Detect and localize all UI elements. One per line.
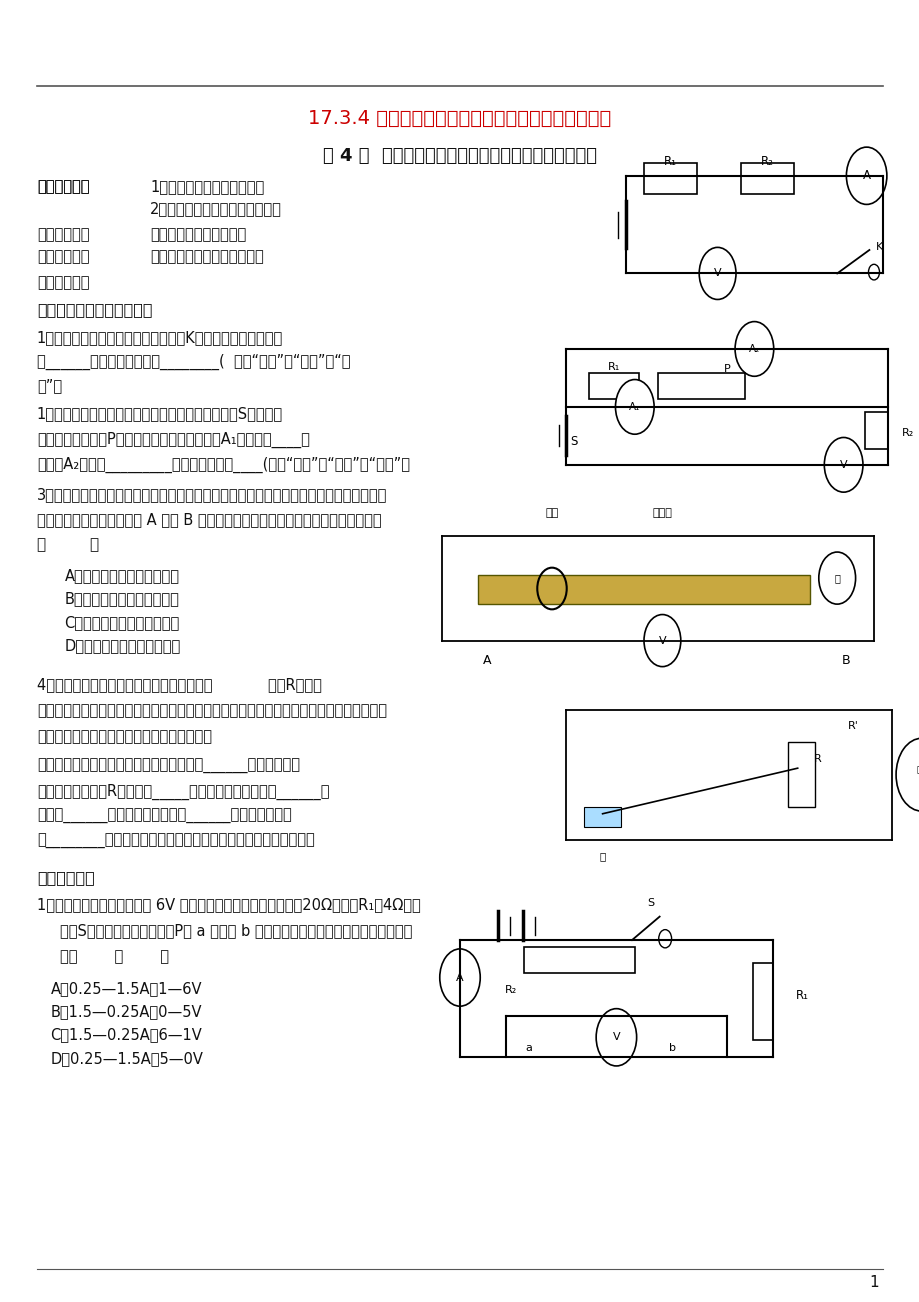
Circle shape xyxy=(439,949,480,1006)
Text: 答：当油筱中放出油来，油面下降，浮板向______移，由于杠杆: 答：当油筱中放出油来，油面下降，浮板向______移，由于杠杆 xyxy=(37,759,300,775)
Text: S: S xyxy=(646,898,653,909)
Text: 长度。开关闭合后，铜环从 A 端向 B 端滑动，电压表示数和小灯泡亮度的变化情况是: 长度。开关闭合后，铜环从 A 端向 B 端滑动，电压表示数和小灯泡亮度的变化情况… xyxy=(37,512,381,527)
Text: D、0.25—1.5A，5—0V: D、0.25—1.5A，5—0V xyxy=(51,1051,203,1066)
Text: 1: 1 xyxy=(868,1275,878,1290)
Text: 量________，所以从油量指针所指的刻度就可以知道油筱内油量。: 量________，所以从油量指针所指的刻度就可以知道油筱内油量。 xyxy=(37,833,314,849)
Text: A、电压表示数变大，灯变亮: A、电压表示数变大，灯变亮 xyxy=(64,568,179,583)
Text: 知道油筱内油面的高度，说明它的工作原理。: 知道油筱内油面的高度，说明它的工作原理。 xyxy=(37,729,211,745)
Text: 能灵活运用欧姆定律知识解题: 能灵活运用欧姆定律知识解题 xyxy=(150,249,264,264)
Text: B: B xyxy=(841,654,850,667)
Circle shape xyxy=(596,1009,636,1066)
Text: S: S xyxy=(570,435,577,448)
Text: 二、变化范围: 二、变化范围 xyxy=(37,870,95,885)
Text: 浮: 浮 xyxy=(599,852,605,862)
Text: R: R xyxy=(812,754,821,764)
Text: R₁: R₁ xyxy=(795,988,808,1001)
Text: 作用，滑动变阵器R的滑片向_____移，接入电路中电阵变______，: 作用，滑动变阵器R的滑片向_____移，接入电路中电阵变______， xyxy=(37,784,329,799)
Text: R₂: R₂ xyxy=(760,155,773,168)
Text: R₁: R₁ xyxy=(607,362,619,372)
Text: K: K xyxy=(875,242,882,253)
Text: V: V xyxy=(839,460,846,470)
Bar xyxy=(657,372,744,398)
Text: A₁: A₁ xyxy=(629,402,640,411)
Text: 1、如右图所示电路中，电源电压保持不变，当开关S闭合后，: 1、如右图所示电路中，电源电压保持不变，当开关S闭合后， xyxy=(37,406,283,422)
Bar xyxy=(643,163,697,194)
Text: 第 4 节  欧姆定律在串、并联电路中的应用复习（二）: 第 4 节 欧姆定律在串、并联电路中的应用复习（二） xyxy=(323,147,596,165)
Circle shape xyxy=(818,552,855,604)
Text: A、0.25—1.5A，1—6V: A、0.25—1.5A，1—6V xyxy=(51,980,202,996)
Text: A₂: A₂ xyxy=(748,344,759,354)
Text: 1、掌握欧姆定律的基础知识: 1、掌握欧姆定律的基础知识 xyxy=(150,178,264,194)
Text: 【学习难点】: 【学习难点】 xyxy=(37,249,89,264)
Bar xyxy=(588,372,639,398)
Text: 灯: 灯 xyxy=(834,573,839,583)
Text: 3、如图所示，用铅笔芯做成一个滑动变阵器，移动左端的铜环可以改变铅笔芯接入电路的: 3、如图所示，用铅笔芯做成一个滑动变阵器，移动左端的铜环可以改变铅笔芯接入电路的 xyxy=(37,487,387,503)
Bar xyxy=(584,807,620,827)
Text: 【学习目标】: 【学习目标】 xyxy=(37,178,89,194)
Bar xyxy=(864,411,887,449)
Circle shape xyxy=(698,247,735,299)
Text: 别是        【        】: 别是 【 】 xyxy=(60,949,168,965)
Text: 变阵器，它的金属片是杠杆的一端，从油量表（由电流表改装而成）指针所指的刻度就可以: 变阵器，它的金属片是杠杆的一端，从油量表（由电流表改装而成）指针所指的刻度就可以 xyxy=(37,703,386,719)
Text: C、电压表示数变小，灯变暗: C、电压表示数变小，灯变暗 xyxy=(64,615,179,630)
Bar xyxy=(787,742,814,807)
Text: 17.3.4 欧姆定律在串、并联电路中的应用复习（二）: 17.3.4 欧姆定律在串、并联电路中的应用复习（二） xyxy=(308,109,611,128)
Circle shape xyxy=(845,147,886,204)
Text: 【达标练习】: 【达标练习】 xyxy=(37,275,89,290)
Text: b: b xyxy=(668,1043,675,1053)
Text: 一、电流表电压表示数变化: 一、电流表电压表示数变化 xyxy=(37,302,153,318)
Text: A: A xyxy=(456,973,463,983)
Text: R₂: R₂ xyxy=(901,428,913,437)
Text: V: V xyxy=(658,635,665,646)
Text: a: a xyxy=(525,1043,532,1053)
Text: A: A xyxy=(482,654,492,667)
Text: 1、在如右上图所示的电路中，将电键K闭合，则安培表的示数: 1、在如右上图所示的电路中，将电键K闭合，则安培表的示数 xyxy=(37,329,283,345)
Text: P: P xyxy=(722,363,730,374)
Text: 开关S闭合滑动变阵器的滑片P从 a 端滑到 b 端时，电流表和电压表的示数变化范围分: 开关S闭合滑动变阵器的滑片P从 a 端滑到 b 端时，电流表和电压表的示数变化范… xyxy=(60,923,412,939)
Text: 滑动变阵器的滑片P向右滑动的过程中，电流表A₁的示数将____，: 滑动变阵器的滑片P向右滑动的过程中，电流表A₁的示数将____， xyxy=(37,432,310,448)
Bar xyxy=(524,947,634,973)
Text: 油量
表: 油量 表 xyxy=(916,766,919,784)
Text: R₂: R₂ xyxy=(504,984,516,995)
Text: V: V xyxy=(612,1032,619,1043)
Circle shape xyxy=(615,379,653,435)
Text: 掌握欧姆定律的基础知识: 掌握欧姆定律的基础知识 xyxy=(150,227,246,242)
Circle shape xyxy=(895,738,919,811)
Text: A: A xyxy=(862,169,869,182)
Text: 1、如图所示，电源电压保持 6V 不变，滑动变阵器的最大阵值为20Ω，电阵R₁为4Ω，当: 1、如图所示，电源电压保持 6V 不变，滑动变阵器的最大阵值为20Ω，电阵R₁为… xyxy=(37,897,420,913)
Text: V: V xyxy=(713,268,720,279)
Text: 【         】: 【 】 xyxy=(37,536,99,552)
Text: 铅笔芯: 铅笔芯 xyxy=(652,508,672,518)
Text: R': R' xyxy=(846,721,857,732)
Text: C、1.5—0.25A，6—1V: C、1.5—0.25A，6—1V xyxy=(51,1027,202,1043)
Text: 将______，伏特表的示数将________(  均填“变大”、“变小”或“不: 将______，伏特表的示数将________( 均填“变大”、“变小”或“不 xyxy=(37,354,350,370)
Bar xyxy=(740,163,793,194)
Circle shape xyxy=(823,437,862,492)
Text: 铜环: 铜环 xyxy=(545,508,558,518)
Circle shape xyxy=(734,322,773,376)
Text: 电流变______，油量表的示数就变______，显示油筱内油: 电流变______，油量表的示数就变______，显示油筱内油 xyxy=(37,809,291,824)
Text: B、电压表示数变大，灯变暗: B、电压表示数变大，灯变暗 xyxy=(64,591,179,607)
Bar xyxy=(752,963,772,1039)
Text: 》学习目标》: 》学习目标》 xyxy=(37,178,89,194)
Text: B、1.5—0.25A，0—5V: B、1.5—0.25A，0—5V xyxy=(51,1004,202,1019)
Text: 4、如图是一种自动测定油筱内油面高度的装            置，R是滑动: 4、如图是一种自动测定油筱内油面高度的装 置，R是滑动 xyxy=(37,677,322,693)
Text: R₁: R₁ xyxy=(664,155,676,168)
Text: D、电压表示数变小，灯变亮: D、电压表示数变小，灯变亮 xyxy=(64,638,180,654)
Circle shape xyxy=(643,615,680,667)
Text: 【学习重点】: 【学习重点】 xyxy=(37,227,89,242)
Text: 2、能灵活运用欧姆定律知识解题: 2、能灵活运用欧姆定律知识解题 xyxy=(150,201,281,216)
Bar xyxy=(478,575,809,604)
Text: 变”）: 变”） xyxy=(37,378,62,393)
Text: 电流表A₂示数将_________，电压表示数将____(均填“变大”、“变小”或“不变”）: 电流表A₂示数将_________，电压表示数将____(均填“变大”、“变小”… xyxy=(37,457,409,473)
